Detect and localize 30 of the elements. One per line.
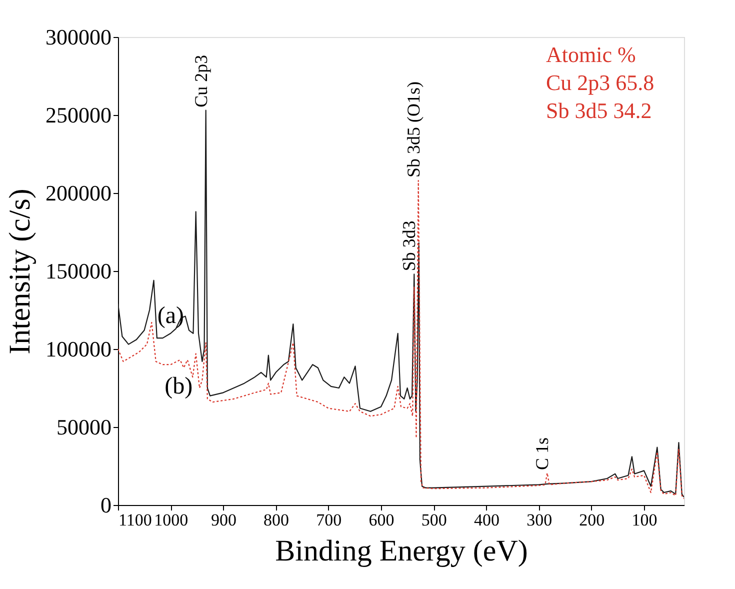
- y-tick-label: 50000: [56, 414, 112, 440]
- x-tick-label: 1000: [154, 510, 188, 530]
- annotation: Sb 3d5 34.2: [546, 98, 652, 123]
- x-tick-label: 300: [526, 510, 552, 530]
- x-tick-label: 700: [316, 510, 342, 530]
- x-axis-title: Binding Energy (eV): [275, 534, 528, 568]
- x-tick-label: 500: [421, 510, 447, 530]
- y-tick-label: 150000: [46, 258, 112, 284]
- x-tick-label: 800: [264, 510, 290, 530]
- annotation: Sb 3d5 (O1s): [403, 82, 424, 178]
- series-label: (b): [164, 374, 193, 400]
- x-tick-label: 1100: [118, 510, 152, 530]
- y-tick-label: 200000: [46, 180, 112, 206]
- x-tick-label: 600: [368, 510, 394, 530]
- x-tick-label: 200: [579, 510, 605, 530]
- y-tick-label: 250000: [46, 102, 112, 128]
- x-tick-label: 100: [632, 510, 658, 530]
- y-axis-title: Intensity (c/s): [4, 188, 36, 354]
- y-tick-label: 0: [100, 492, 112, 518]
- annotation: Cu 2p3 65.8: [546, 70, 654, 95]
- y-tick-label: 300000: [46, 24, 112, 50]
- annotation: C 1s: [532, 438, 552, 470]
- x-tick-label: 400: [474, 510, 500, 530]
- annotation: Sb 3d3: [399, 220, 420, 272]
- line-series: [118, 180, 684, 500]
- annotation: Atomic %: [546, 42, 636, 67]
- x-tick-label: 900: [210, 510, 236, 530]
- annotation: Cu 2p3: [190, 54, 211, 108]
- y-tick-label: 100000: [46, 336, 112, 362]
- series-label: (a): [157, 303, 184, 330]
